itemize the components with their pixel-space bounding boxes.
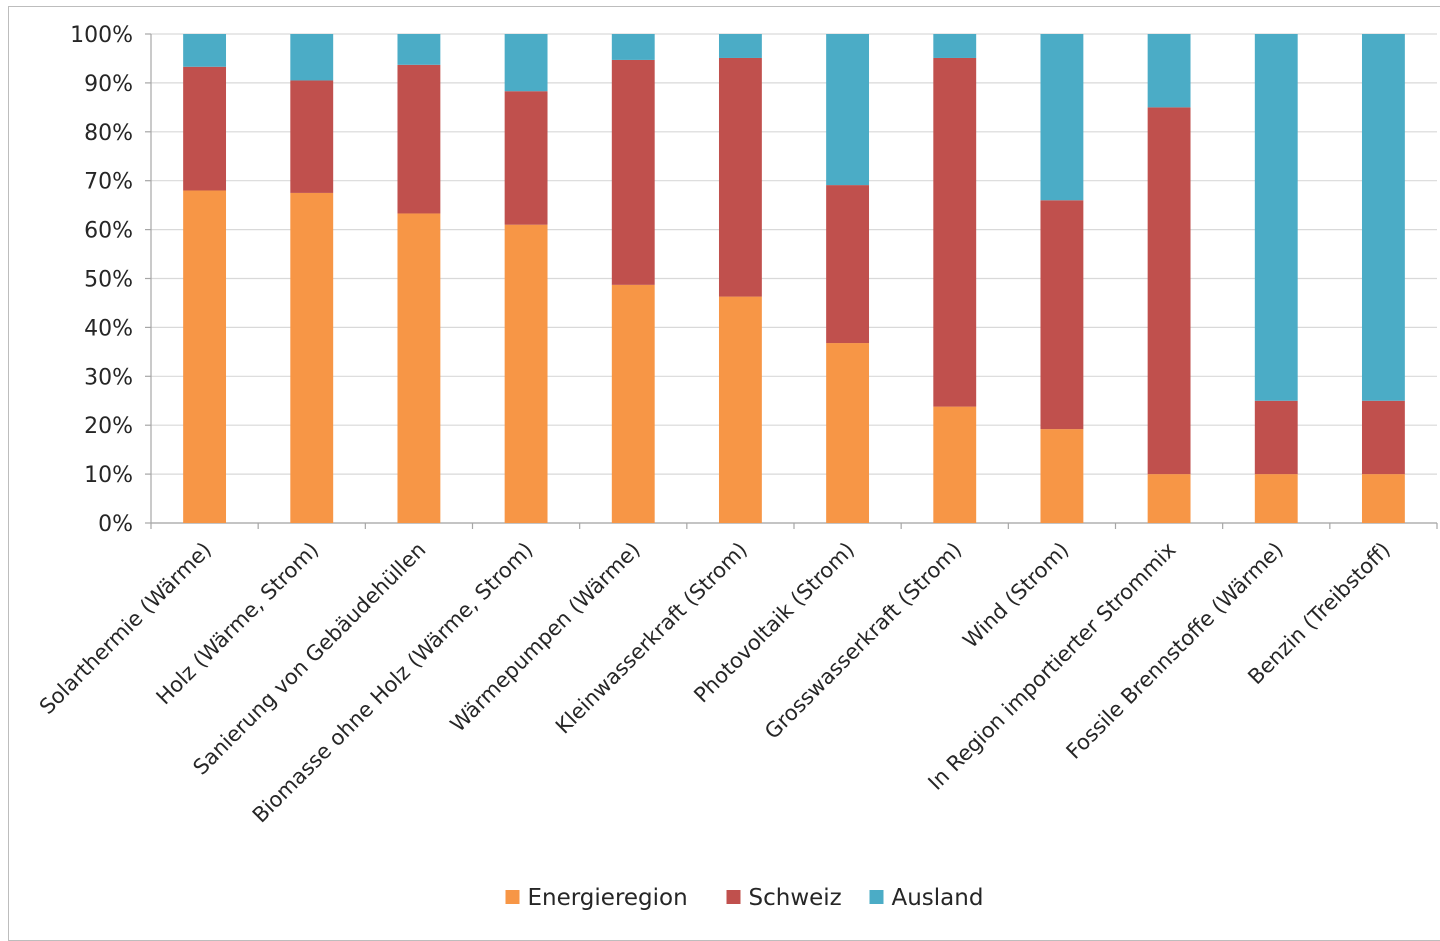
x-tick-label: Solarthermie (Wärme): [35, 538, 216, 719]
chart-frame: 0% 10% 20% 30% 40% 50% 60% 70% 80% 90% 100% Solarth…: [8, 6, 1440, 941]
legend-swatch-ausland: [869, 890, 884, 904]
stacked-bar-chart: 0% 10% 20% 30% 40% 50% 60% 70% 80% 90% 100% Solarth…: [35, 23, 1438, 911]
bar-segment-energieregion: [397, 213, 441, 523]
y-tick-label: 80%: [84, 121, 133, 146]
legend-label-energieregion: Energieregion: [528, 885, 688, 911]
legend-swatch-energieregion: [505, 890, 520, 904]
y-tick-label: 70%: [84, 170, 133, 195]
bar-segment-energieregion: [718, 296, 762, 523]
bar-segment-energieregion: [290, 192, 334, 524]
legend-label-ausland: Ausland: [892, 885, 984, 911]
y-tick-label: 30%: [84, 365, 133, 390]
x-tick-label: Sanierung von Gebäudehüllen: [188, 538, 430, 780]
bar-segment-schweiz: [1361, 400, 1405, 475]
bar-segment-schweiz: [183, 66, 227, 191]
bar-segment-ausland: [1361, 34, 1405, 401]
x-tick-label: Fossile Brennstoffe (Wärme): [1062, 538, 1288, 764]
bar-segment-schweiz: [718, 57, 762, 297]
bar-segment-schweiz: [826, 185, 870, 344]
bar-segment-ausland: [718, 34, 762, 58]
legend-label-schweiz: Schweiz: [749, 885, 842, 911]
y-tick-label: 20%: [84, 414, 133, 439]
bar-segment-schweiz: [933, 57, 977, 407]
x-tick-label: Kleinwasserkraft (Strom): [551, 538, 752, 739]
x-tick-label: Grosswasserkraft (Strom): [760, 538, 966, 744]
bar-segment-schweiz: [611, 59, 655, 285]
x-tick-label: Wind (Strom): [958, 538, 1073, 653]
bar-segment-schweiz: [290, 80, 334, 193]
bar-segment-energieregion: [611, 284, 655, 523]
bar-segment-ausland: [1040, 34, 1084, 201]
bar-segment-energieregion: [1147, 474, 1191, 523]
y-tick-label: 100%: [70, 23, 133, 48]
bar-segment-ausland: [933, 34, 977, 58]
y-tick-label: 0%: [98, 512, 133, 537]
legend-swatch-schweiz: [726, 890, 741, 904]
bar-segment-energieregion: [1254, 474, 1298, 523]
y-tick-label: 10%: [84, 463, 133, 488]
bar-segment-schweiz: [1254, 400, 1298, 475]
bar-segment-ausland: [290, 34, 334, 81]
bar-segment-schweiz: [504, 91, 548, 225]
bar-segment-schweiz: [1040, 200, 1084, 430]
bar-segment-ausland: [826, 34, 870, 186]
bar-segment-energieregion: [826, 343, 870, 523]
bar-segment-energieregion: [933, 406, 977, 523]
bar-segment-ausland: [1147, 34, 1191, 108]
y-tick-label: 40%: [84, 316, 133, 341]
bar-segment-ausland: [183, 34, 227, 67]
y-tick-label: 60%: [84, 219, 133, 244]
bar-segment-energieregion: [1361, 474, 1405, 523]
x-tick-label: Wärmepumpen (Wärme): [446, 538, 645, 737]
y-tick-label: 50%: [84, 268, 133, 293]
bar-segment-schweiz: [1147, 107, 1191, 475]
y-tick-label: 90%: [84, 72, 133, 97]
bar-segment-ausland: [611, 34, 655, 60]
bar-segment-ausland: [1254, 34, 1298, 401]
bar-segment-ausland: [397, 34, 441, 65]
bar-segment-energieregion: [183, 190, 227, 524]
bar-segment-schweiz: [397, 64, 441, 214]
bar-segment-energieregion: [504, 224, 548, 523]
bar-segment-ausland: [504, 34, 548, 92]
bar-segment-energieregion: [1040, 429, 1084, 523]
